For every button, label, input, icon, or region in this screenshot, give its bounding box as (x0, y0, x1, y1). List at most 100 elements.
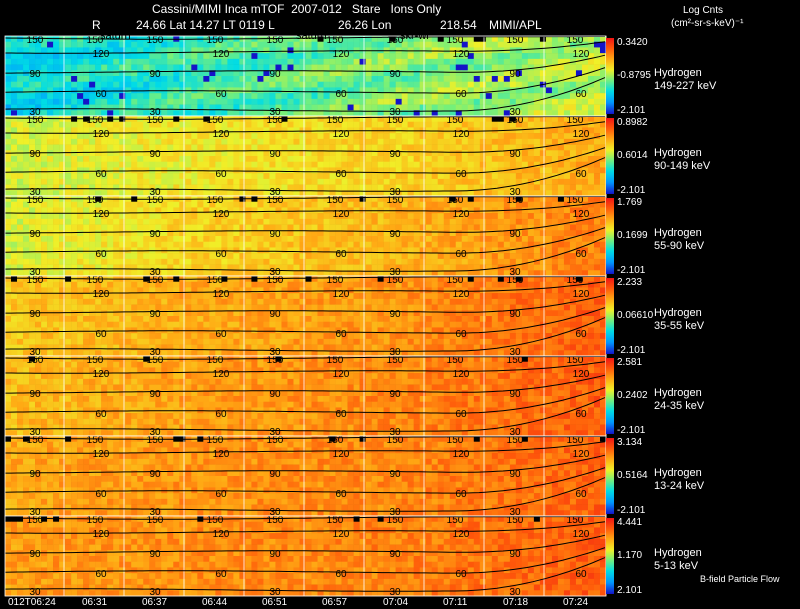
spectrogram-cell (29, 161, 36, 168)
spectrogram-cell (167, 133, 174, 140)
spectrogram-cell (275, 87, 282, 94)
spectrogram-cell (131, 127, 138, 134)
spectrogram-cell (479, 281, 487, 288)
spectrogram-cell (335, 236, 342, 243)
spectrogram-cell (353, 213, 360, 220)
spectrogram-cell (383, 36, 390, 43)
spectrogram-cell (593, 110, 601, 117)
spectrogram-cell (545, 276, 553, 283)
spectrogram-cell (473, 150, 481, 157)
spectrogram-cell (11, 41, 18, 48)
spectrogram-cell (533, 150, 541, 157)
spectrogram-cell (77, 133, 84, 140)
spectrogram-cell (251, 144, 258, 151)
spectrogram-cell (491, 87, 499, 94)
spectrogram-cell (53, 47, 60, 54)
spectrogram-cell (263, 201, 270, 208)
spectrogram-cell (191, 144, 198, 151)
spectrogram-cell (347, 253, 354, 260)
spectrogram-cell (65, 41, 72, 48)
spectrogram-cell (491, 121, 499, 128)
spectrogram-cell (311, 201, 318, 208)
spectrogram-cell (215, 310, 222, 317)
spectrogram-cell (533, 213, 541, 220)
spectrogram-cell (365, 81, 372, 88)
spectrogram-cell (545, 218, 553, 225)
spectrogram-cell (467, 218, 475, 225)
spectrogram-cell (563, 213, 571, 220)
spectrogram-cell (563, 304, 571, 311)
spectrogram-cell (41, 184, 48, 191)
spectrogram-cell (395, 190, 402, 197)
spectrogram-cell (467, 121, 475, 128)
spectrogram-cell (455, 178, 463, 185)
spectrogram-cell (65, 173, 72, 180)
spectrogram-cell (119, 47, 126, 54)
spectrogram-cell (569, 230, 577, 237)
spectrogram-cell (359, 98, 366, 105)
spectrogram-cell (59, 138, 66, 145)
spectrogram-cell (71, 87, 78, 94)
spectrogram-cell (179, 310, 186, 317)
spectrogram-cell (317, 47, 324, 54)
spectrogram-cell (521, 81, 529, 88)
spectrogram-cell (131, 121, 138, 128)
spectrogram-cell (503, 104, 511, 111)
spectrogram-cell (59, 178, 66, 185)
spectrogram-cell (197, 298, 204, 305)
spectrogram-cell (113, 253, 120, 260)
spectrogram-cell (293, 167, 300, 174)
spectrogram-cell (335, 104, 342, 111)
spectrogram-cell (509, 110, 517, 117)
spectrogram-cell (377, 264, 384, 271)
spectrogram-cell (353, 276, 360, 283)
spectrogram-cell (293, 150, 300, 157)
spectrogram-cell (461, 230, 469, 237)
spectrogram-cell (575, 167, 583, 174)
spectrogram-cell (185, 138, 192, 145)
spectrogram-cell (335, 76, 342, 83)
spectrogram-cell (323, 298, 330, 305)
spectrogram-cell (101, 236, 108, 243)
spectrogram-cell (563, 190, 571, 197)
spectrogram-cell (149, 310, 156, 317)
spectrogram-cell (341, 293, 348, 300)
spectrogram-cell (467, 64, 475, 71)
spectrogram-cell (11, 47, 18, 54)
spectrogram-cell (47, 281, 54, 288)
spectrogram-cell (233, 98, 240, 105)
spectrogram-cell (59, 76, 66, 83)
spectrogram-cell (173, 110, 180, 117)
spectrogram-cell (317, 258, 324, 265)
spectrogram-cell (53, 110, 60, 117)
spectrogram-cell (599, 304, 607, 311)
spectrogram-cell (491, 258, 499, 265)
spectrogram-cell (401, 98, 408, 105)
spectrogram-cell (443, 173, 451, 180)
spectrogram-cell (35, 98, 42, 105)
spectrogram-cell (161, 58, 168, 65)
spectrogram-cell (413, 281, 420, 288)
spectrogram-cell (503, 241, 511, 248)
spectrogram-cell (83, 156, 90, 163)
spectrogram-cell (581, 184, 589, 191)
spectrogram-cell (239, 167, 246, 174)
spectrogram-cell (29, 253, 36, 260)
spectrogram-cell (479, 190, 487, 197)
contour-label: 30 (149, 267, 161, 278)
spectrogram-cell (197, 224, 204, 231)
spectrogram-cell (509, 304, 517, 311)
spectrogram-cell (239, 304, 246, 311)
spectrogram-cell (389, 64, 396, 71)
spectrogram-cell (323, 224, 330, 231)
spectrogram-cell (23, 76, 30, 83)
spectrogram-cell (569, 156, 577, 163)
spectrogram-cell (275, 76, 282, 83)
contour-label: 90 (509, 69, 521, 80)
spectrogram-cell (389, 218, 396, 225)
spectrogram-cell (65, 87, 72, 94)
spectrogram-cell (467, 167, 475, 174)
spectrogram-cell (371, 178, 378, 185)
spectrogram-cell (347, 87, 354, 94)
spectrogram-cell (299, 287, 306, 294)
